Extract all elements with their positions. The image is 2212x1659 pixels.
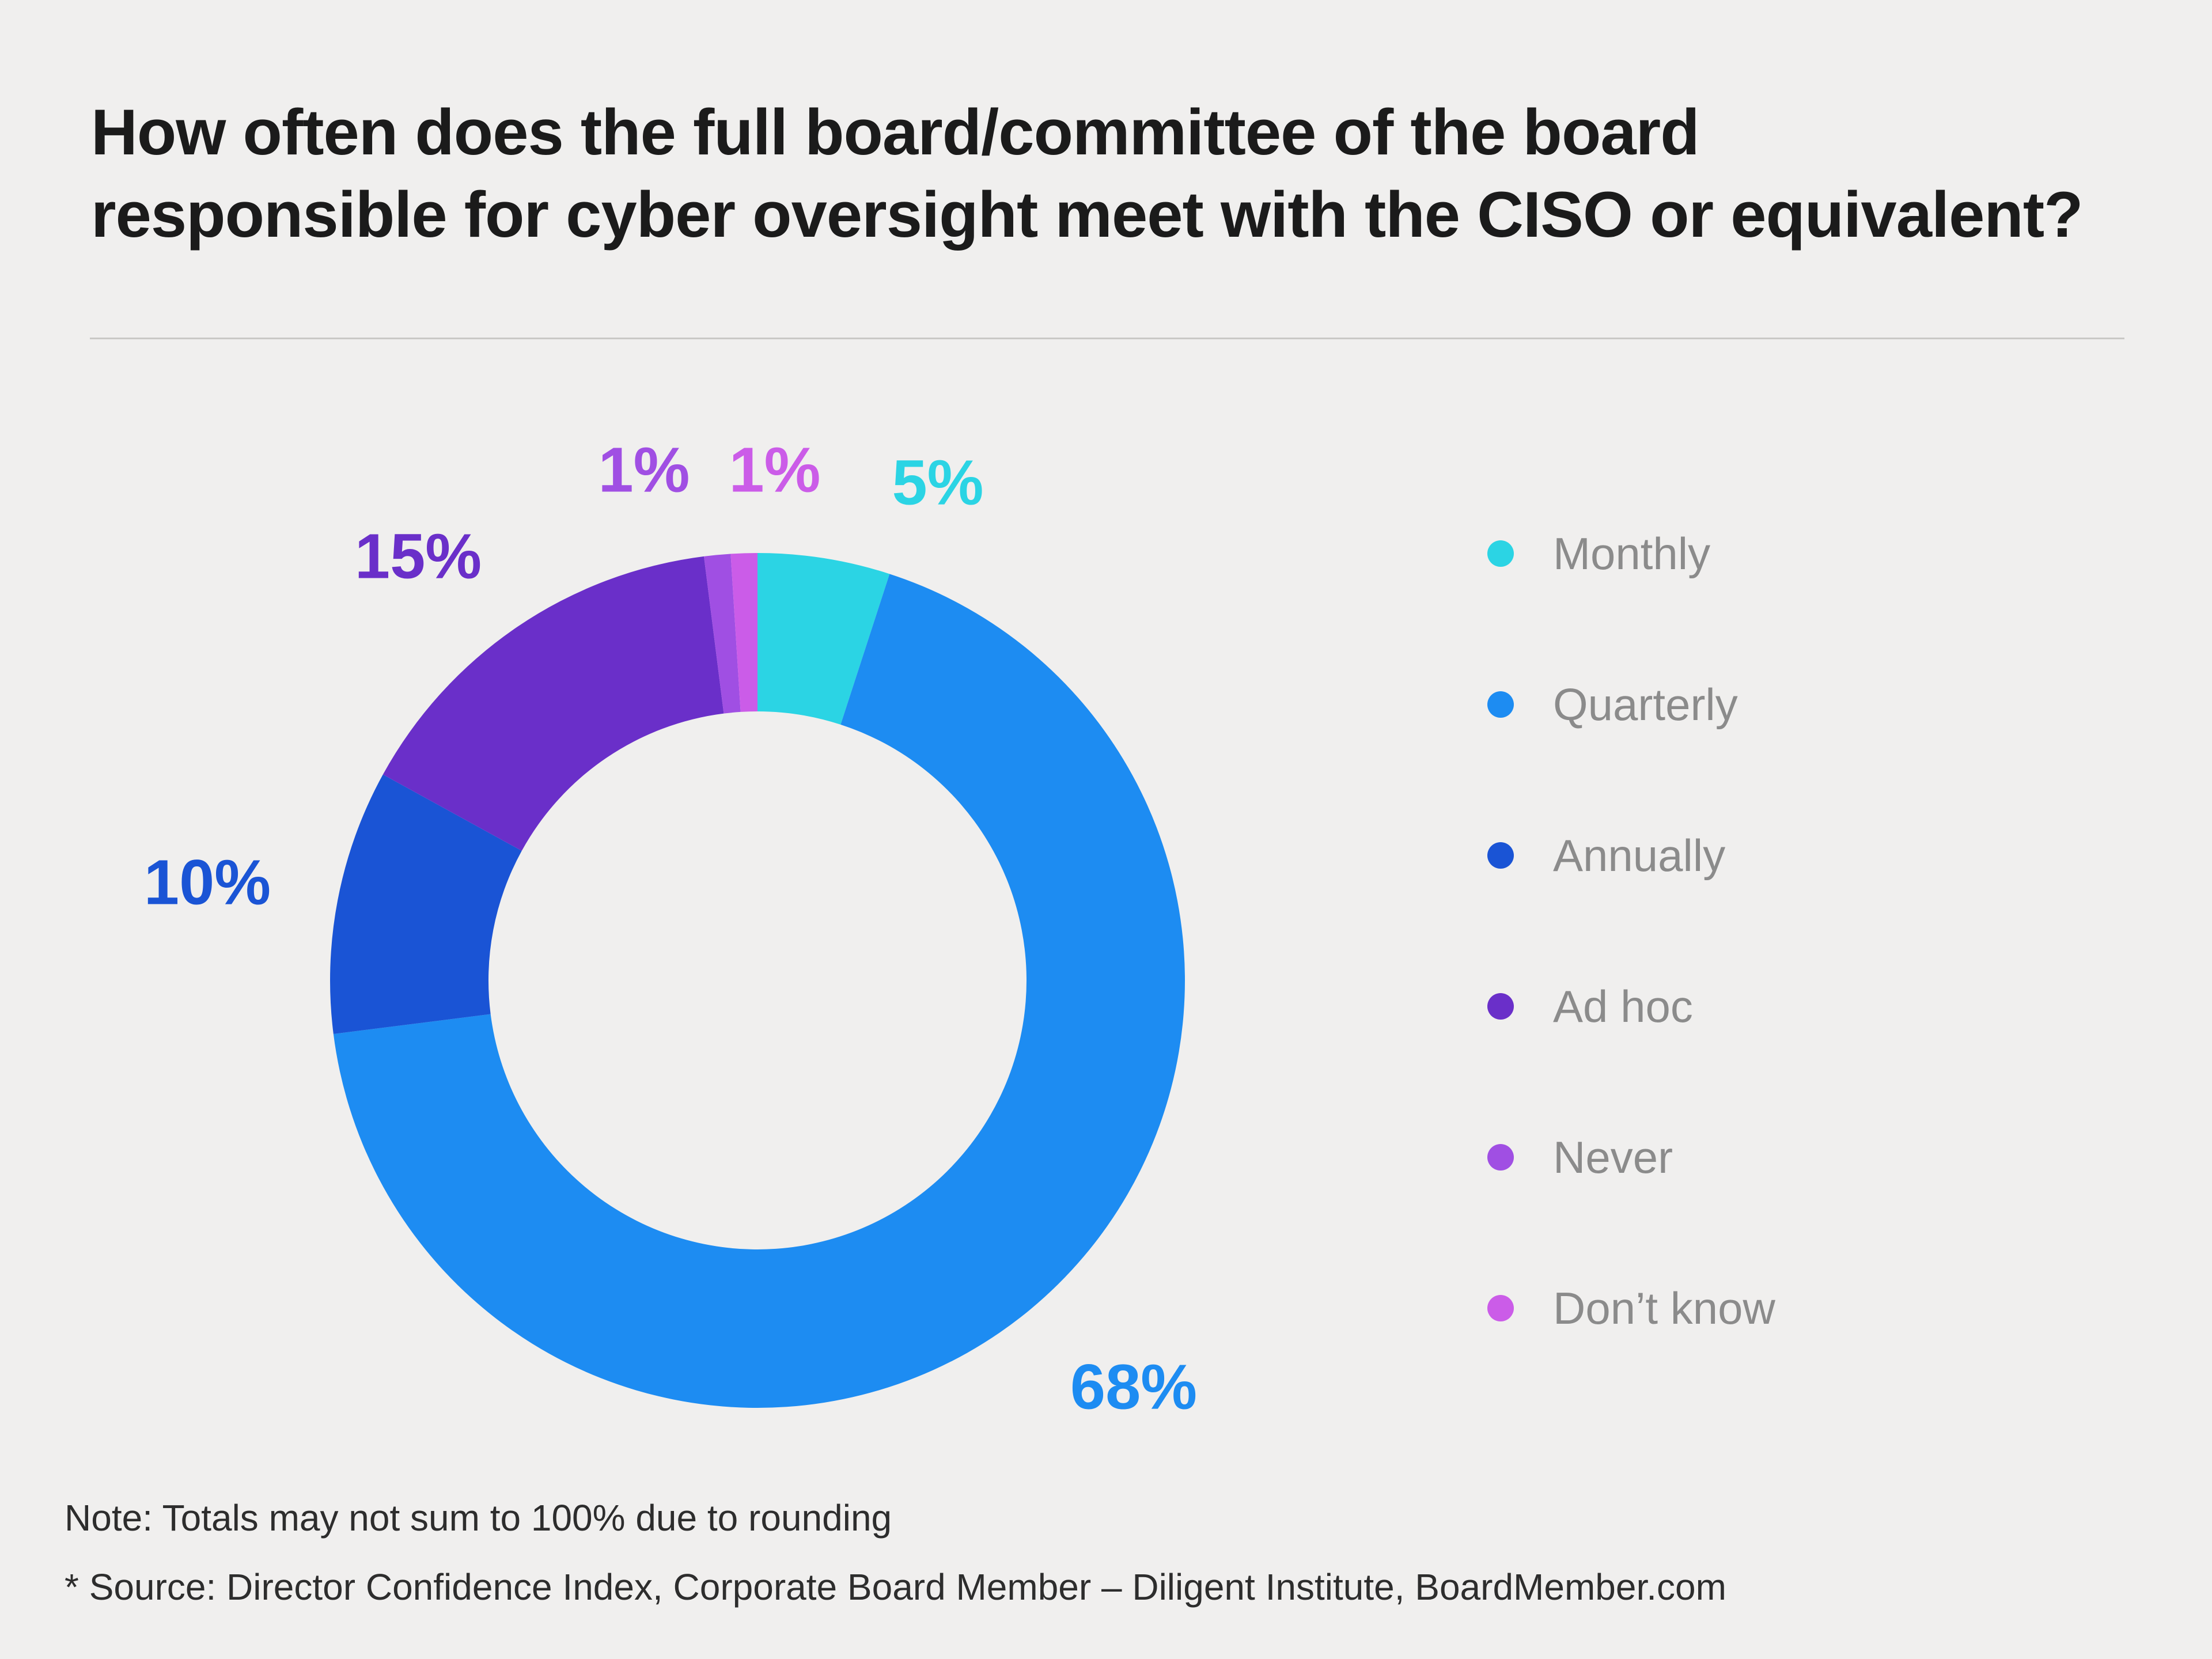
legend-dot-icon bbox=[1487, 993, 1514, 1020]
legend-dot-icon bbox=[1487, 1144, 1514, 1171]
legend-label: Monthly bbox=[1553, 528, 1711, 579]
legend-label: Annually bbox=[1553, 830, 1726, 881]
legend-label: Never bbox=[1553, 1132, 1673, 1183]
page-title: How often does the full board/committee … bbox=[91, 91, 2084, 256]
donut-segment-annually bbox=[329, 774, 522, 1034]
legend-label: Quarterly bbox=[1553, 679, 1738, 730]
legend-dot-icon bbox=[1487, 691, 1514, 718]
legend-label: Ad hoc bbox=[1553, 981, 1693, 1032]
segment-value-annually: 10% bbox=[143, 847, 271, 918]
segment-value-ad-hoc: 15% bbox=[354, 521, 482, 592]
legend-dot-icon bbox=[1487, 540, 1514, 567]
legend-label: Don’t know bbox=[1553, 1283, 1775, 1334]
donut-segment-never bbox=[704, 554, 741, 714]
legend-dot-icon bbox=[1487, 842, 1514, 869]
donut-chart bbox=[329, 553, 1185, 1408]
legend-item-annually: Annually bbox=[1487, 829, 1775, 882]
legend-item-don-t-know: Don’t know bbox=[1487, 1282, 1775, 1335]
note-text: Note: Totals may not sum to 100% due to … bbox=[65, 1497, 892, 1539]
segment-value-don-t-know: 1% bbox=[729, 434, 821, 506]
source-text: * Source: Director Confidence Index, Cor… bbox=[65, 1566, 1726, 1608]
legend-item-ad-hoc: Ad hoc bbox=[1487, 980, 1775, 1033]
legend-item-quarterly: Quarterly bbox=[1487, 678, 1775, 731]
legend-item-never: Never bbox=[1487, 1131, 1775, 1184]
donut-segment-ad-hoc bbox=[382, 556, 724, 851]
chart-legend: Monthly Quarterly Annually Ad hoc Never Don’t… bbox=[1487, 527, 1775, 1335]
segment-value-quarterly: 68% bbox=[1070, 1351, 1198, 1423]
donut-segment-quarterly bbox=[333, 574, 1185, 1408]
donut-segment-monthly bbox=[757, 553, 890, 725]
title-line-1: How often does the full board/committee … bbox=[91, 96, 1700, 168]
title-line-2: responsible for cyber oversight meet wit… bbox=[91, 179, 2084, 251]
segment-value-never: 1% bbox=[598, 434, 690, 506]
divider bbox=[90, 338, 2124, 339]
donut-segment-don-t-know bbox=[730, 553, 757, 712]
segment-value-monthly: 5% bbox=[892, 447, 984, 518]
legend-item-monthly: Monthly bbox=[1487, 527, 1775, 580]
legend-dot-icon bbox=[1487, 1295, 1514, 1321]
